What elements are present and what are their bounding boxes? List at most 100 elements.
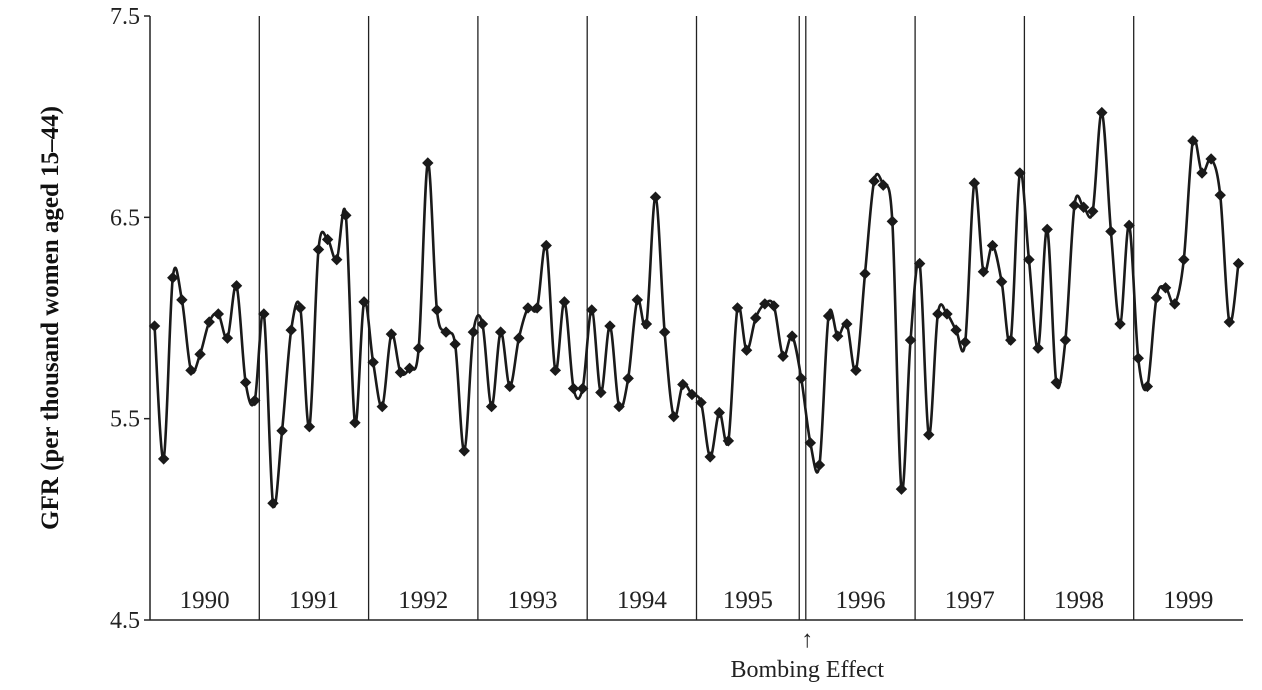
data-point [431,304,443,316]
data-point [695,396,707,409]
data-point [841,318,853,330]
data-point [476,318,489,330]
data-point [531,302,543,314]
y-axis-ticks: 7.5 6.5 5.5 4.5 [110,4,150,634]
data-point [1077,201,1090,213]
data-point [558,296,571,308]
data-point [349,416,361,429]
data-point [1141,380,1154,393]
data-point [1196,167,1208,179]
data-point [494,326,507,338]
data-point [394,366,407,379]
year-labels: 1990 1991 1992 1993 1994 1995 1996 1997 1998 1999 [180,587,1214,614]
data-point [1096,106,1108,119]
data-point [422,157,434,169]
data-point [786,330,798,342]
data-point [485,400,498,413]
y-tick-label: 5.5 [110,407,140,433]
data-point [1041,223,1053,236]
data-point [677,378,689,391]
data-point [804,437,817,449]
data-point [176,294,188,306]
data-point [932,308,944,320]
data-point [194,348,206,360]
data-point [1132,352,1144,364]
data-point [239,376,252,389]
data-point [1023,253,1035,266]
year-label: 1993 [508,587,558,614]
data-point [777,350,789,362]
data-point [868,175,880,187]
y-axis-title: GFR (per thousand women aged 15–44) [37,106,64,530]
data-point [640,318,653,330]
data-point [950,324,962,336]
data-point [995,276,1008,288]
data-point [212,308,225,320]
data-point [249,394,261,407]
y-tick-label: 4.5 [110,608,140,634]
data-point [649,191,662,203]
data-point [549,364,562,377]
y-axis-title-group: GFR (per thousand women aged 15–44) [37,106,64,530]
data-point [1005,334,1017,346]
data-point [822,310,835,322]
data-point [1168,298,1181,310]
data-point [631,294,644,306]
data-point [1059,334,1072,346]
data-point [1050,376,1062,389]
data-point [668,410,680,423]
year-label: 1994 [617,587,668,614]
data-point [276,425,288,437]
data-point [986,239,999,252]
data-point [303,421,316,433]
year-label: 1991 [289,587,339,614]
data-point [540,239,552,252]
data-point [331,253,343,266]
data-point [904,334,917,346]
data-point [513,332,525,344]
data-point [148,320,161,332]
data-point [1187,135,1199,147]
data-point [1178,253,1190,266]
data-point [923,429,935,441]
year-label: 1992 [398,587,448,614]
data-point [167,272,179,284]
data-point [367,356,379,369]
bombing-effect-label: Bombing Effect [730,657,884,683]
data-point [722,435,735,447]
data-point [385,328,398,340]
data-point [613,400,625,413]
data-point [1123,219,1135,232]
data-point [340,209,352,222]
data-point [221,332,234,344]
data-point [567,382,580,395]
data-point [1114,318,1126,330]
y-tick-label: 6.5 [110,205,140,231]
year-label: 1998 [1054,587,1104,614]
data-point [686,388,698,401]
data-point [321,233,334,246]
data-point [977,265,990,278]
data-point [576,382,589,395]
data-point [1232,257,1245,270]
bombing-annotation: ↑ Bombing Effect [730,627,884,683]
data-point [412,342,425,354]
data-point [658,326,671,338]
data-point [886,215,899,228]
data-point [895,483,908,495]
data-point [403,362,416,375]
year-dividers [258,16,1135,620]
data-point [522,302,534,314]
data-point [740,344,753,356]
data-point [622,372,634,385]
data-point [467,326,480,338]
data-point [1214,189,1226,201]
year-label: 1996 [835,587,885,614]
data-point [203,316,215,328]
data-point [595,386,607,399]
data-point [831,330,844,342]
data-point [850,364,862,377]
data-point [795,372,807,385]
data-point [586,304,598,316]
data-point [185,364,197,377]
